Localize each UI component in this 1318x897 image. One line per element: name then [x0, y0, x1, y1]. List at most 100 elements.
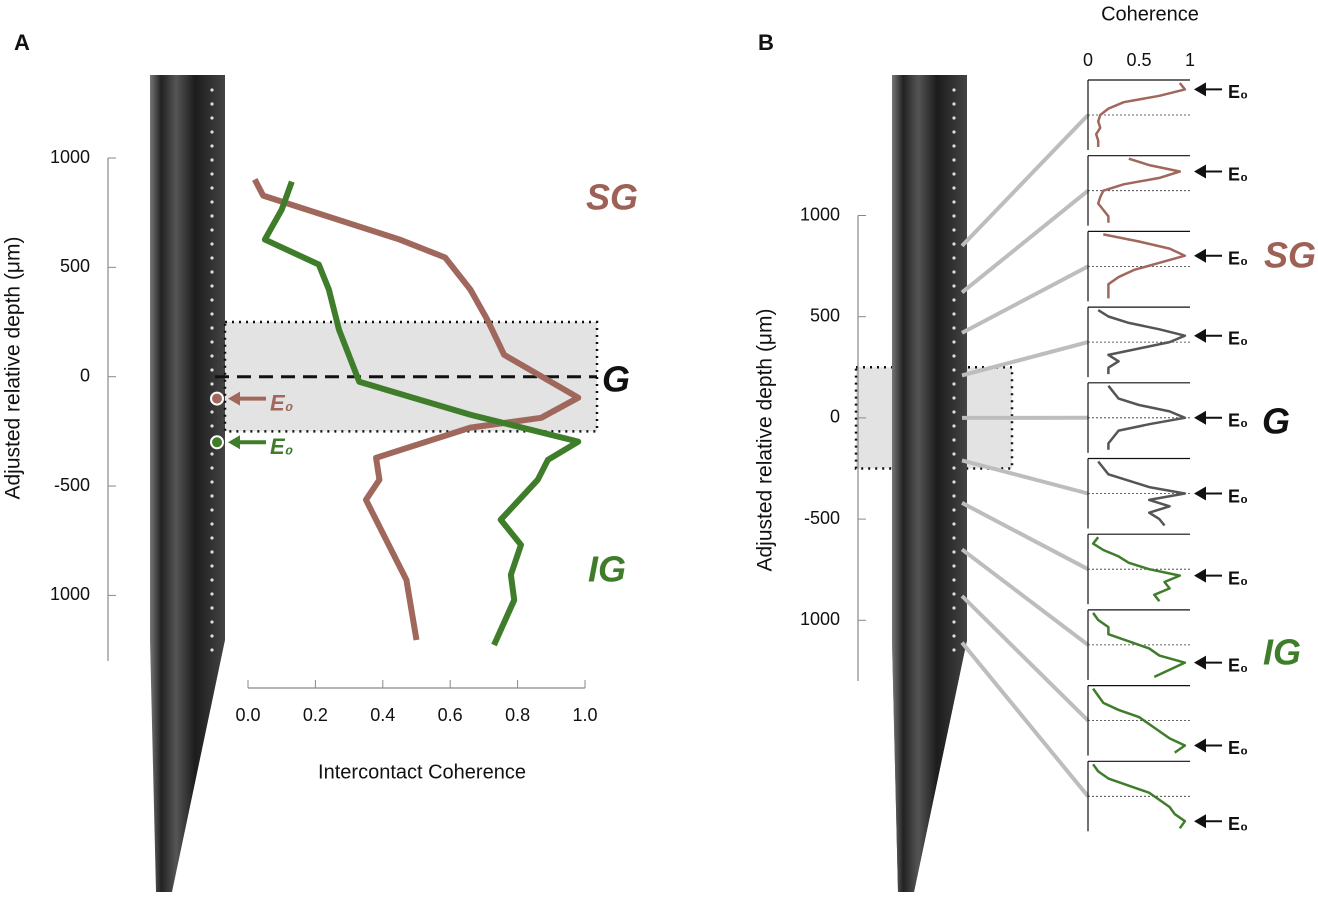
arrow-head	[1194, 248, 1206, 263]
region-label: IG	[588, 549, 626, 590]
panel-line	[1097, 460, 1187, 527]
probe-contact	[210, 116, 214, 120]
y-tick-label: 1000	[800, 609, 840, 629]
probe-contact	[210, 298, 214, 302]
probe-contact	[952, 368, 956, 372]
e0-label: E₀	[1228, 738, 1248, 758]
e0-label: E₀	[270, 434, 293, 459]
probe-contact	[952, 102, 956, 106]
probe-contact	[210, 102, 214, 106]
probe-contact	[210, 606, 214, 610]
y-tick-label: 1000	[50, 584, 90, 604]
probe-contact	[952, 284, 956, 288]
probe-contact	[210, 508, 214, 512]
probe-contact	[952, 564, 956, 568]
series-line	[252, 178, 582, 641]
probe-contact	[210, 172, 214, 176]
connector	[961, 501, 1089, 571]
probe-contact	[952, 270, 956, 274]
probe	[892, 75, 967, 892]
probe-contact	[952, 382, 956, 386]
y-tick-label: 500	[810, 305, 840, 325]
probe-contact	[952, 326, 956, 330]
x-tick-label: 0.8	[505, 705, 530, 725]
x-tick-label: 0.2	[303, 705, 328, 725]
arrow-head	[228, 391, 240, 406]
x-tick-label: 0.5	[1126, 50, 1151, 70]
y-tick-label: 0	[80, 365, 90, 385]
arrow-head	[1194, 655, 1206, 670]
region-label: IG	[1263, 632, 1301, 673]
probe-contact	[210, 214, 214, 218]
probe-contact	[210, 522, 214, 526]
panel-line	[1096, 157, 1182, 223]
panel-line	[1092, 612, 1187, 679]
x-tick-label: 1.0	[572, 705, 597, 725]
probe-contact	[952, 228, 956, 232]
probe-contact	[952, 88, 956, 92]
probe-contact	[952, 648, 956, 652]
probe-contact	[952, 256, 956, 260]
probe-contact	[952, 158, 956, 162]
probe-contact	[210, 564, 214, 568]
y-axis-title: Adjusted relative depth (μm)	[754, 308, 777, 571]
probe-contact	[210, 256, 214, 260]
probe-contact	[952, 116, 956, 120]
probe-contact	[952, 606, 956, 610]
probe-contact	[952, 354, 956, 358]
probe-contact	[210, 326, 214, 330]
panel-line	[1103, 233, 1187, 299]
probe-contact	[210, 242, 214, 246]
arrow-head	[1194, 738, 1206, 753]
probe-contact	[952, 508, 956, 512]
probe-contact	[210, 200, 214, 204]
arrow-head	[1194, 568, 1206, 583]
y-tick-label: 1000	[50, 147, 90, 167]
probe-contact	[952, 578, 956, 582]
probe-contact	[210, 144, 214, 148]
probe-contact	[210, 312, 214, 316]
e0-label: E₀	[1228, 568, 1248, 588]
probe-contact	[210, 382, 214, 386]
panel-line	[1097, 309, 1187, 375]
e0-label: E₀	[1228, 655, 1248, 675]
arrow-head	[1194, 410, 1206, 425]
x-tick-label: 0	[1083, 50, 1093, 70]
probe-contact	[952, 130, 956, 134]
panel-line	[1091, 536, 1182, 602]
panel-line	[1092, 687, 1187, 754]
probe-contact	[952, 340, 956, 344]
probe-contact	[952, 312, 956, 316]
connector	[960, 547, 1090, 647]
arrow-head	[1194, 486, 1206, 501]
panel-line	[1092, 763, 1187, 830]
x-axis-title: Coherence	[1101, 3, 1199, 25]
panel-line	[1094, 82, 1187, 147]
region-label: G	[1262, 401, 1290, 442]
probe-contact	[952, 466, 956, 470]
arrow-head	[1194, 164, 1206, 179]
probe-contact	[210, 480, 214, 484]
x-tick-label: 0.4	[370, 705, 395, 725]
probe-contact	[952, 494, 956, 498]
y-tick-label: 1000	[800, 204, 840, 224]
probe-contact	[952, 396, 956, 400]
probe-contact	[210, 186, 214, 190]
probe-contact	[210, 354, 214, 358]
probe-contact	[952, 620, 956, 624]
probe-contact	[210, 620, 214, 624]
probe-contact	[210, 578, 214, 582]
e0-label: E₀	[1228, 411, 1248, 431]
series-line	[261, 180, 582, 647]
probe-contact	[210, 550, 214, 554]
y-axis-title: Adjusted relative depth (μm)	[2, 236, 25, 499]
probe-contact	[210, 158, 214, 162]
probe-contact	[952, 200, 956, 204]
probe-contact	[952, 550, 956, 554]
e0-label: E₀	[270, 390, 293, 415]
probe-contact	[952, 452, 956, 456]
region-label: G	[602, 359, 630, 400]
probe-contact	[210, 88, 214, 92]
region-label: SG	[1264, 235, 1316, 276]
